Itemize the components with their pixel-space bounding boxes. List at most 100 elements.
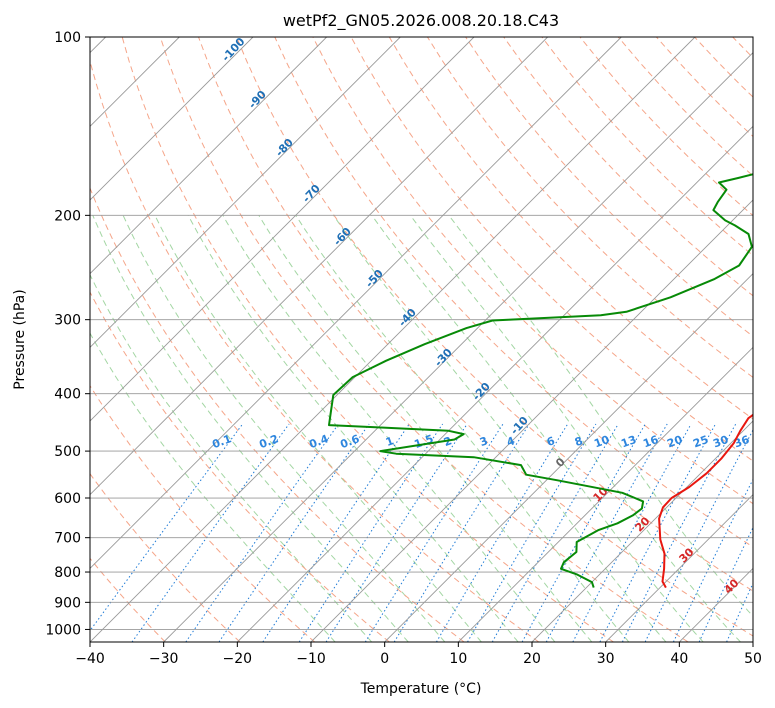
x-tick-label: 10 <box>449 651 467 667</box>
mixing-ratio-line <box>262 423 410 642</box>
dry-adiabat-line <box>90 384 316 642</box>
isotherm-line <box>605 494 753 642</box>
y-tick-label: 900 <box>54 595 81 611</box>
dry-adiabat-line <box>350 37 753 462</box>
mixing-ratio-label: 0.4 <box>307 432 330 451</box>
moist-adiabat-line <box>409 215 741 642</box>
dry-adiabat-line <box>159 37 689 642</box>
mixing-ratio-label: 1 <box>384 434 396 449</box>
dry-adiabat-line <box>312 37 753 505</box>
moist-adiabat-line <box>333 215 667 642</box>
y-tick-label: 1000 <box>45 622 81 638</box>
mixing-ratio-line <box>131 423 290 642</box>
mixing-ratio-label: 13 <box>619 433 638 450</box>
mixing-ratio-line <box>185 423 340 642</box>
x-tick-label: 30 <box>597 651 615 667</box>
isotherm-line <box>163 52 753 642</box>
isotherm-line <box>531 420 753 642</box>
mixing-ratio-line <box>599 423 716 642</box>
isotherm-line <box>90 37 327 275</box>
dry-adiabat-line <box>426 37 753 378</box>
mixing-ratio-label: 3 <box>478 434 490 449</box>
x-tick-label: 20 <box>523 651 541 667</box>
series-lines <box>328 173 753 589</box>
mixing-ratio-line <box>572 423 692 642</box>
mixing-ratio-line <box>726 582 753 642</box>
x-tick-label: 40 <box>670 651 688 667</box>
y-tick-label: 200 <box>54 208 81 224</box>
dry-adiabats <box>90 37 753 642</box>
chart-title: wetPf2_GN05.2026.008.20.18.C43 <box>283 11 559 31</box>
mixing-ratio-label: 25 <box>691 433 710 450</box>
x-tick-label: 0 <box>380 651 389 667</box>
mixing-ratio-line <box>393 423 530 642</box>
isotherm-line <box>90 37 548 496</box>
dry-adiabat-line <box>503 37 753 297</box>
isotherm-line <box>458 346 753 642</box>
x-tick-label: 50 <box>744 651 762 667</box>
mixing-ratio-label: 30 <box>711 433 730 451</box>
mixing-ratio-label: 10 <box>592 433 611 451</box>
dry-adiabat-line <box>388 37 753 420</box>
moist-adiabat-line <box>90 332 336 642</box>
dewpoint-line <box>328 173 753 588</box>
mixing-ratio-label: 8 <box>573 434 585 449</box>
x-axis: −40 −30 −20 −10 0 10 20 30 40 50 <box>75 642 762 667</box>
plot-area: -100-90-80-70-60-50-40-30-20-10010203040… <box>90 37 753 642</box>
x-tick-label: −30 <box>149 651 179 667</box>
x-tick-label: −20 <box>223 651 253 667</box>
mixing-ratio-label: 4 <box>505 434 517 449</box>
dry-adiabat-line <box>236 37 753 592</box>
mixing-ratio-lines <box>90 423 753 642</box>
dry-adiabat-line <box>90 59 540 642</box>
temperature-line <box>658 413 753 589</box>
mixing-ratio-line <box>672 478 753 642</box>
x-tick-label: −10 <box>296 651 326 667</box>
mixing-ratio-label: 1.5 <box>412 432 435 451</box>
y-tick-label: 300 <box>54 313 81 329</box>
y-tick-label: 500 <box>54 444 81 460</box>
mixing-ratio-line <box>545 423 668 642</box>
y-tick-label: 400 <box>54 387 81 403</box>
mixing-ratio-label: 0.1 <box>210 432 233 451</box>
y-tick-label: 600 <box>54 491 81 507</box>
pressure-gridlines <box>90 37 753 630</box>
mixing-ratio-label: 0.2 <box>257 432 280 451</box>
mixing-ratio-line <box>435 423 569 642</box>
dry-adiabat-line <box>90 472 241 642</box>
isotherm-line <box>310 199 753 642</box>
dry-adiabat-line <box>90 186 465 642</box>
dry-adiabat-line <box>465 37 753 338</box>
moist-adiabat-line <box>448 214 753 617</box>
y-tick-label: 800 <box>54 565 81 581</box>
mixing-ratio-line <box>521 423 646 642</box>
isotherm-line <box>90 37 696 642</box>
isotherm-line <box>90 37 475 422</box>
y-axis-label: Pressure (hPa) <box>12 289 28 389</box>
isotherm-line <box>90 37 622 569</box>
mixing-ratio-label: 0.6 <box>338 432 361 451</box>
isotherm-line <box>90 37 254 201</box>
mixing-ratio-label: 2 <box>442 434 454 449</box>
moist-adiabat-line <box>222 215 556 642</box>
y-axis: 100 200 300 400 500 600 700 800 900 1000 <box>45 30 90 638</box>
moist-adiabat-line <box>187 215 519 642</box>
x-axis-label: Temperature (°C) <box>360 681 482 697</box>
skewed-isotherms <box>90 37 753 642</box>
moist-adiabat-line <box>154 215 482 642</box>
mixing-ratio-label: 6 <box>545 434 557 449</box>
isotherm-line <box>90 37 401 348</box>
mixing-ratio-line <box>218 423 370 642</box>
dry-adiabat-line <box>121 37 614 642</box>
dry-adiabat-line <box>274 37 753 548</box>
mixing-ratio-line <box>621 423 737 642</box>
x-tick-label: −40 <box>75 651 105 667</box>
moist-adiabat-line <box>90 273 373 642</box>
isotherm-line <box>237 125 753 642</box>
y-tick-label: 100 <box>54 30 81 46</box>
mixing-ratio-label: 20 <box>665 433 684 451</box>
plot-frame <box>89 36 754 643</box>
mixing-ratio-line <box>698 526 753 642</box>
dry-adiabat-line <box>90 291 390 642</box>
